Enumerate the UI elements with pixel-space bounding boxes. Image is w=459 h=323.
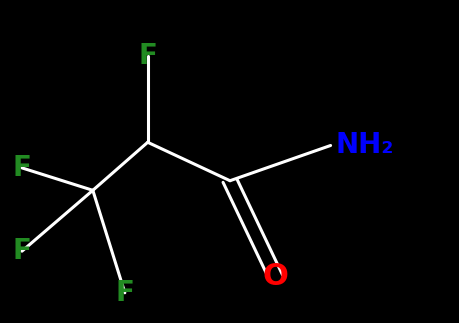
Text: O: O: [262, 262, 288, 291]
Text: F: F: [12, 237, 31, 265]
Text: F: F: [115, 279, 134, 307]
Text: NH₂: NH₂: [335, 131, 393, 160]
Text: F: F: [12, 154, 31, 182]
Text: F: F: [138, 42, 157, 70]
